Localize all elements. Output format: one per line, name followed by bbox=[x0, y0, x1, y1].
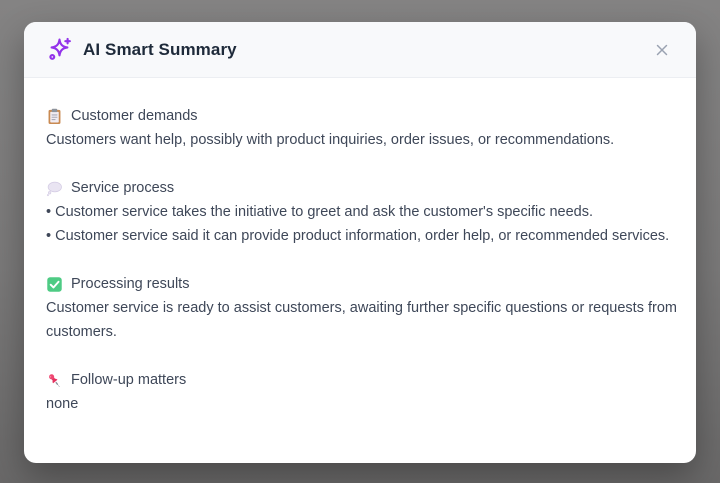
section-text: none bbox=[46, 396, 79, 412]
section-text: Customer service is ready to assist cust… bbox=[46, 300, 677, 340]
thought-balloon-icon bbox=[46, 180, 63, 197]
section-customer-demands: Customer demands Customers want help, po… bbox=[46, 104, 680, 152]
section-follow-up-matters: Follow-up matters none bbox=[46, 368, 680, 416]
ai-smart-summary-dialog: AI Smart Summary bbox=[24, 22, 696, 463]
section-text: • Customer service said it can provide p… bbox=[46, 228, 670, 244]
section-text: Customers want help, possibly with produ… bbox=[46, 132, 615, 148]
pushpin-icon bbox=[46, 372, 63, 389]
section-processing-results: Processing results Customer service is r… bbox=[46, 272, 680, 344]
section-heading: Customer demands bbox=[46, 104, 680, 128]
section-title: Service process bbox=[71, 180, 175, 196]
close-icon[interactable] bbox=[650, 38, 674, 62]
ai-sparkles-icon bbox=[46, 36, 73, 63]
dialog-header: AI Smart Summary bbox=[24, 22, 696, 78]
section-text: • Customer service takes the initiative … bbox=[46, 204, 594, 220]
section-heading: Follow-up matters bbox=[46, 368, 680, 392]
section-title: Customer demands bbox=[71, 108, 198, 124]
clipboard-icon bbox=[46, 108, 63, 125]
section-service-process: Service process • Customer service takes… bbox=[46, 176, 680, 248]
summary-content: Customer demands Customers want help, po… bbox=[24, 78, 696, 416]
section-title: Follow-up matters bbox=[71, 372, 187, 388]
section-title: Processing results bbox=[71, 276, 190, 292]
dialog-title: AI Smart Summary bbox=[83, 39, 237, 59]
section-heading: Service process bbox=[46, 176, 680, 200]
check-mark-icon bbox=[46, 276, 63, 293]
section-heading: Processing results bbox=[46, 272, 680, 296]
